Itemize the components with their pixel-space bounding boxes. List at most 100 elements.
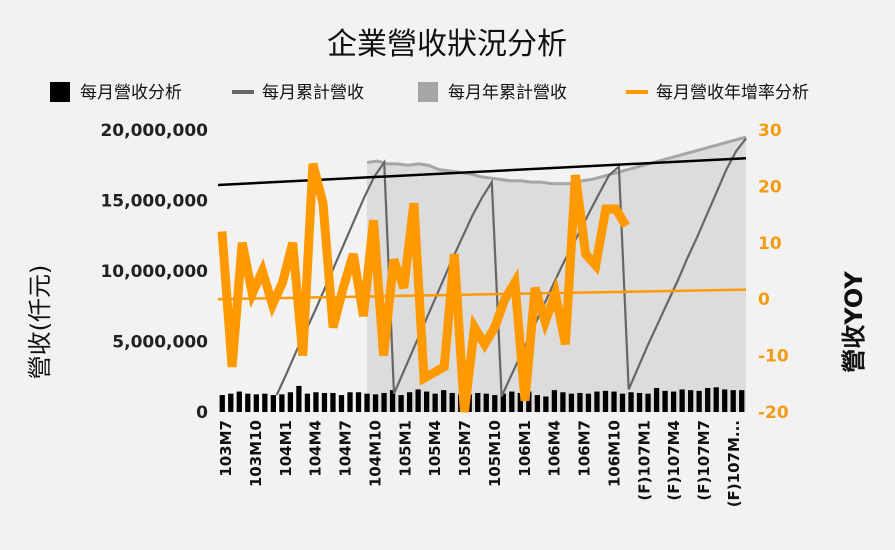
- legend-swatch-monthly-revenue: [50, 82, 70, 102]
- y2-tick-label: 10: [758, 234, 782, 254]
- monthly-revenue-bar: [483, 393, 489, 412]
- monthly-revenue-bar: [236, 391, 242, 412]
- y2-tick-label: 20: [758, 177, 782, 197]
- monthly-revenue-bar: [372, 394, 379, 412]
- legend-swatch-annual-cumulative: [418, 82, 438, 102]
- monthly-revenue-bar: [645, 393, 651, 412]
- legend-label-1: 每月累計營收: [262, 83, 364, 103]
- monthly-revenue-bar: [739, 390, 745, 412]
- monthly-revenue-bar: [670, 391, 677, 412]
- monthly-revenue-bar: [628, 392, 634, 412]
- monthly-revenue-bar: [355, 392, 362, 412]
- x-tick-label: 103M10: [247, 420, 265, 487]
- monthly-revenue-bar: [347, 392, 353, 412]
- monthly-revenue-bar: [662, 390, 668, 412]
- y2-tick-label: 30: [758, 121, 782, 141]
- monthly-revenue-bar: [594, 391, 600, 412]
- y-tick-label: 10,000,000: [100, 262, 208, 282]
- x-tick-label: 106M10: [605, 420, 623, 487]
- legend-label-0: 每月營收分析: [80, 83, 182, 103]
- monthly-revenue-bar: [679, 389, 685, 412]
- monthly-revenue-bar: [492, 395, 498, 412]
- x-tick-label: (F)107M1: [635, 420, 653, 501]
- monthly-revenue-bar: [543, 396, 549, 412]
- monthly-revenue-bar: [253, 394, 259, 412]
- monthly-revenue-bar: [611, 391, 617, 412]
- monthly-revenue-bar: [279, 394, 285, 412]
- monthly-revenue-bar: [500, 393, 506, 412]
- y-axis-title: 營收(仟元): [26, 265, 54, 380]
- monthly-revenue-bar: [304, 393, 311, 412]
- legend-label-2: 每月年累計營收: [448, 83, 567, 103]
- chart-title: 企業營收狀況分析: [327, 27, 567, 62]
- monthly-revenue-bar: [441, 390, 447, 412]
- monthly-revenue-bar: [509, 391, 515, 412]
- y-tick-label: 20,000,000: [100, 121, 208, 141]
- x-tick-label: 104M10: [366, 420, 384, 487]
- x-tick-label: 106M4: [546, 420, 564, 477]
- x-tick-label: 105M1: [396, 420, 414, 477]
- y-tick-label: 15,000,000: [100, 192, 208, 212]
- y2-tick-label: -10: [758, 347, 789, 367]
- revenue-trend-line: [217, 156, 747, 187]
- y2-axis-title: 營收YOY: [840, 271, 868, 373]
- monthly-revenue-bar: [534, 395, 540, 412]
- monthly-revenue-bar: [705, 388, 711, 412]
- monthly-revenue-bar: [688, 390, 694, 412]
- x-tick-label: 105M10: [486, 420, 504, 487]
- x-tick-label: (F)107M4: [665, 420, 683, 501]
- monthly-revenue-bar: [313, 392, 319, 412]
- monthly-revenue-bar: [245, 393, 251, 412]
- monthly-revenue-bar: [219, 395, 225, 412]
- monthly-revenue-bar: [330, 392, 336, 412]
- monthly-revenue-bar: [619, 393, 626, 412]
- monthly-revenue-bar: [398, 395, 404, 412]
- monthly-revenue-bar: [415, 389, 421, 412]
- x-tick-label: 106M7: [576, 420, 594, 477]
- monthly-revenue-bar: [432, 393, 438, 412]
- monthly-revenue-bar: [296, 385, 302, 412]
- monthly-revenue-bar: [722, 389, 728, 412]
- monthly-revenue-bar: [449, 392, 455, 412]
- monthly-revenue-bar: [389, 390, 396, 412]
- monthly-revenue-bar: [568, 393, 575, 412]
- monthly-revenue-bar: [577, 392, 583, 412]
- y-tick-label: 0: [196, 403, 208, 423]
- monthly-revenue-bar: [551, 390, 558, 412]
- monthly-revenue-bar: [381, 392, 387, 412]
- monthly-revenue-bar: [653, 388, 660, 412]
- y2-tick-label: 0: [758, 290, 770, 310]
- x-tick-label: (F)107M7: [695, 420, 713, 501]
- monthly-revenue-bar: [287, 392, 294, 412]
- monthly-revenue-bar: [406, 392, 413, 412]
- x-tick-label: 106M1: [516, 420, 534, 477]
- x-tick-label: 105M4: [426, 420, 444, 477]
- y2-tick-label: -20: [758, 403, 789, 423]
- monthly-revenue-bar: [602, 390, 609, 412]
- monthly-revenue-bar: [713, 387, 719, 412]
- cumulative-revenue-line: [275, 137, 747, 397]
- yoy-growth-line: [217, 162, 630, 413]
- annual-cumulative-line: [366, 135, 747, 186]
- x-tick-label: 105M7: [456, 420, 474, 477]
- monthly-revenue-bar: [338, 395, 345, 412]
- x-tick-label: 104M1: [277, 420, 295, 477]
- monthly-revenue-bar: [636, 392, 643, 412]
- monthly-revenue-bar: [270, 395, 276, 412]
- x-tick-label: 104M7: [337, 420, 355, 477]
- monthly-revenue-bar: [585, 393, 592, 412]
- monthly-revenue-bar: [526, 391, 532, 412]
- monthly-revenue-bar: [696, 390, 702, 412]
- monthly-revenue-bar: [424, 391, 430, 412]
- monthly-revenue-bar: [730, 390, 736, 412]
- monthly-revenue-bar: [475, 392, 481, 412]
- monthly-revenue-bar: [262, 393, 268, 412]
- monthly-revenue-bar: [321, 392, 328, 412]
- monthly-revenue-bar: [364, 393, 370, 412]
- x-tick-label: 103M7: [217, 420, 235, 477]
- x-tick-label: (F)107M...: [725, 420, 743, 507]
- monthly-revenue-bar: [228, 393, 234, 412]
- legend-label-3: 每月營收年增率分析: [656, 83, 809, 103]
